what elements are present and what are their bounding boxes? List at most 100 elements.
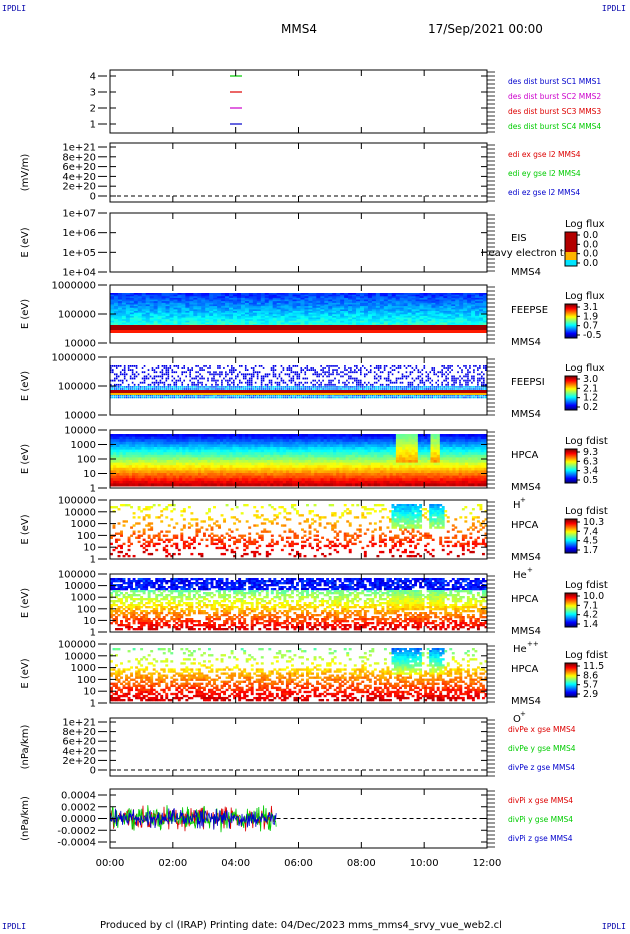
spectrogram-cell — [471, 307, 476, 310]
spectrogram-cell — [201, 301, 206, 304]
spectrogram-cell — [165, 386, 168, 388]
spectrogram-cell — [356, 320, 361, 323]
spectrogram-cell — [199, 377, 201, 380]
spectrogram-cell — [324, 317, 329, 320]
spectrogram-cell — [445, 371, 447, 374]
spectrogram-cell — [280, 319, 286, 322]
spectrogram-cell — [175, 394, 178, 397]
spectrogram-cell — [197, 297, 202, 301]
spectrogram-cell — [369, 369, 372, 371]
spectrogram-cell — [423, 301, 428, 304]
spectrogram-cell — [121, 315, 127, 319]
spectrogram-cell — [236, 304, 242, 307]
spectrogram-cell — [346, 369, 348, 371]
spectrogram-cell — [113, 388, 116, 390]
spectrogram-cell — [133, 302, 139, 305]
spectrogram-cell — [172, 475, 177, 479]
spectrogram-cell — [181, 315, 186, 319]
spectrogram-cell — [276, 302, 282, 305]
spectrogram-cell — [367, 311, 373, 314]
spectrogram-cell — [116, 467, 120, 471]
spectrogram-cell — [244, 294, 250, 297]
spectrogram-cell — [147, 441, 152, 445]
spectrogram-cell — [363, 315, 369, 319]
spectrogram-cell — [233, 388, 235, 390]
spectrogram-cell — [371, 315, 377, 319]
spectrogram-cell — [332, 369, 334, 371]
spectrogram-cell — [290, 369, 293, 371]
spectrogram-cell — [360, 299, 365, 302]
spectrogram-cell — [451, 315, 456, 319]
panel-frame — [109, 142, 488, 203]
spectrogram-cell — [455, 294, 460, 297]
spectrogram-cell — [215, 396, 217, 399]
spectrogram-cell — [213, 394, 215, 397]
spectrogram-cell — [284, 312, 290, 315]
spectrogram-cell — [182, 441, 186, 445]
spectrogram-cell — [389, 394, 392, 397]
spectrogram-cell — [451, 314, 456, 317]
spectrogram-cell — [409, 396, 412, 399]
spectrogram-cell — [110, 460, 114, 464]
spectrogram-cell — [246, 386, 249, 388]
spectrogram-cell — [225, 293, 230, 296]
spectrogram-cell — [437, 379, 439, 382]
spectrogram-cell — [451, 294, 456, 297]
spectrogram-cell — [356, 294, 361, 297]
spectrogram-cell — [280, 396, 283, 399]
spectrogram-cell — [215, 388, 217, 390]
spectrogram-cell — [128, 462, 133, 466]
spectrogram-cell — [369, 396, 372, 399]
spectrogram-cell — [276, 311, 282, 314]
spectrogram-cell — [280, 296, 286, 299]
spectrogram-cell — [171, 379, 174, 382]
spectrogram-cell — [229, 319, 234, 322]
spectrogram-cell — [419, 293, 425, 296]
spectrogram-cell — [356, 377, 358, 380]
spectrogram-cell — [395, 381, 398, 384]
spectrogram-cell — [163, 439, 168, 443]
spectrogram-cell — [457, 394, 459, 397]
spectrogram-cell — [361, 386, 364, 388]
spectrogram-cell — [304, 311, 309, 314]
spectrogram-cell — [389, 371, 392, 374]
spectrogram-cell — [419, 314, 425, 317]
spectrogram-cell — [318, 386, 320, 388]
spectrogram-cell — [181, 294, 186, 297]
spectrogram-cell — [256, 304, 262, 307]
spectrogram-cell — [144, 480, 149, 484]
spectrogram-cell — [135, 386, 138, 388]
spectrogram-cell — [163, 454, 168, 458]
spectrogram-cell — [423, 319, 428, 322]
spectrogram-cell — [175, 465, 180, 469]
spectrogram-cell — [117, 297, 123, 301]
spectrogram-cell — [475, 365, 477, 367]
spectrogram-cell — [233, 294, 238, 297]
spectrogram-cell — [119, 457, 124, 461]
spectrogram-cell — [433, 371, 436, 374]
spectrogram-cell — [169, 462, 174, 466]
spectrogram-cell — [282, 369, 285, 371]
spectrogram-cell — [125, 452, 130, 456]
spectrogram-cell — [352, 296, 357, 299]
spectrogram-cell — [304, 307, 309, 310]
spectrogram-cell — [217, 315, 222, 319]
spectrogram-cell — [395, 301, 401, 304]
spectrogram-cell — [149, 386, 152, 388]
spectrogram-cell — [308, 388, 311, 390]
spectrogram-cell — [116, 436, 120, 440]
spectrogram-cell — [467, 317, 472, 320]
spectrogram-cell — [435, 319, 440, 322]
spectrogram-cell — [223, 377, 225, 380]
spectrogram-cell — [205, 365, 207, 367]
spectrogram-cell — [375, 307, 381, 310]
spectrogram-cell — [415, 322, 421, 325]
spectrogram-cell — [471, 311, 476, 314]
spectrogram-cell — [447, 319, 452, 322]
spectrogram-cell — [163, 452, 168, 456]
spectrogram-cell — [160, 457, 164, 461]
spectrogram-cell — [205, 383, 207, 386]
spectrogram-cell — [312, 311, 317, 314]
spectrogram-cell — [274, 394, 277, 397]
spectrogram-cell — [110, 299, 115, 302]
